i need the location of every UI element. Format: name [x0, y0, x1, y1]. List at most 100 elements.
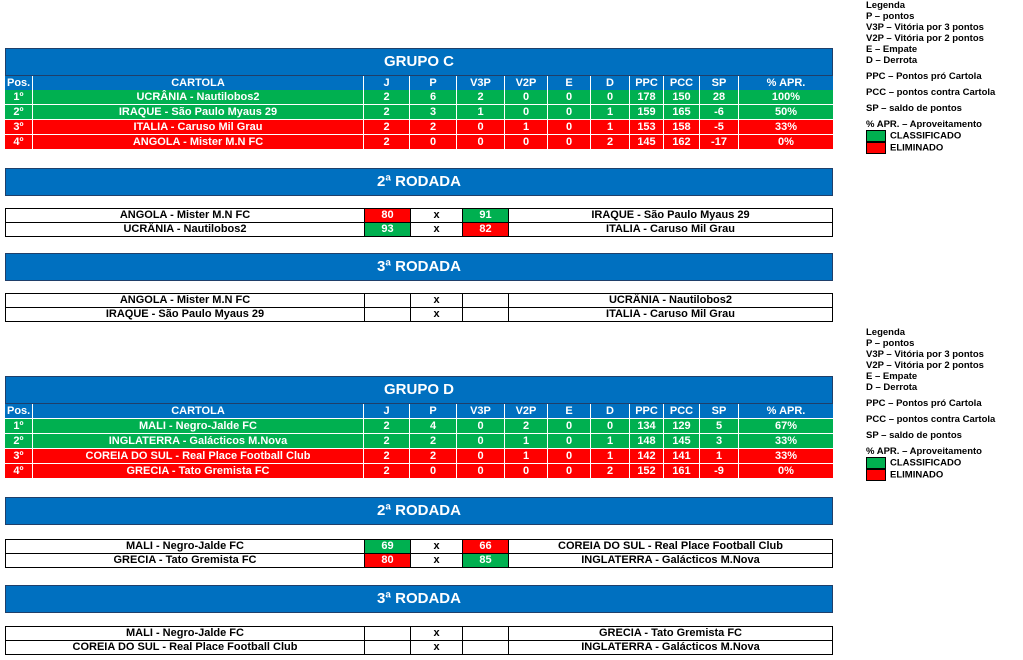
stat-cell: 0 — [410, 135, 457, 149]
stat-cell: 0 — [591, 90, 630, 104]
away-score: 66 — [463, 540, 509, 553]
stat-cell: 6 — [410, 90, 457, 104]
group-d-header-row: Pos. CARTOLA J P V3P V2P E D PPC PCC SP … — [5, 404, 833, 418]
header-pcc: PCC — [664, 404, 700, 418]
stat-cell: 1 — [505, 120, 548, 134]
stat-cell: 141 — [664, 449, 700, 463]
versus-label: x — [411, 554, 463, 567]
stat-cell: 0 — [548, 135, 591, 149]
home-score: 80 — [365, 209, 411, 222]
home-score: 93 — [365, 223, 411, 236]
away-team: ITALIA - Caruso Mil Grau — [606, 308, 735, 320]
stat-cell: 1 — [505, 434, 548, 448]
stat-cell: 1 — [591, 105, 630, 119]
home-score[interactable] — [365, 294, 411, 307]
pos-cell: 3º — [5, 120, 33, 134]
home-team: UCRÂNIA - Nautilobos2 — [6, 223, 365, 236]
header-ppc: PPC — [630, 404, 664, 418]
away-score[interactable] — [463, 627, 509, 640]
versus-label: x — [411, 627, 463, 640]
legend-line: P – pontos — [866, 338, 915, 349]
legend-line: V2P – Vitória por 2 pontos — [866, 33, 984, 44]
legend-panel: Legenda P – pontos V3P – Vitória por 3 p… — [866, 0, 995, 154]
stat-cell: 0 — [410, 464, 457, 478]
away-score[interactable] — [463, 308, 509, 321]
stat-cell: 1 — [591, 434, 630, 448]
stat-cell: 0% — [778, 465, 794, 477]
home-score: 80 — [365, 554, 411, 567]
standings-row: 4º GRECIA - Tato Gremista FC 2 0 0 0 0 2… — [5, 464, 833, 478]
legend-line: % APR. – Aproveitamento — [866, 119, 982, 130]
stat-cell: 0 — [457, 434, 505, 448]
stat-cell: 67% — [774, 420, 798, 432]
stat-cell: 2 — [410, 449, 457, 463]
red-swatch — [866, 142, 886, 154]
header-sp: SP — [700, 404, 739, 418]
away-score[interactable] — [463, 641, 509, 654]
stat-cell: 161 — [664, 464, 700, 478]
stat-cell: 142 — [630, 449, 664, 463]
home-team: ANGOLA - Mister M.N FC — [6, 209, 365, 222]
stat-cell: 2 — [364, 449, 410, 463]
away-team: COREIA DO SUL - Real Place Football Club — [558, 540, 783, 552]
stat-cell: 165 — [664, 105, 700, 119]
legend-line: V2P – Vitória por 2 pontos — [866, 360, 984, 371]
team-cell: ITALIA - Caruso Mil Grau — [33, 120, 364, 134]
stat-cell: 159 — [630, 105, 664, 119]
home-score[interactable] — [365, 641, 411, 654]
legend-line: D – Derrota — [866, 55, 918, 66]
header-apr: % APR. — [766, 77, 806, 89]
away-score[interactable] — [463, 294, 509, 307]
stat-cell: 3 — [410, 105, 457, 119]
stat-cell: 2 — [505, 419, 548, 433]
legend-eliminated: ELIMINADO — [866, 142, 995, 154]
legend-line: SP – saldo de pontos — [866, 103, 962, 114]
legend-line: P – pontos — [866, 11, 915, 22]
legend-line: V3P – Vitória por 3 pontos — [866, 349, 984, 360]
standings-row: 3º ITALIA - Caruso Mil Grau 2 2 0 1 0 1 … — [5, 120, 833, 134]
stat-cell: 4 — [410, 419, 457, 433]
group-c-round3-matches: ANGOLA - Mister M.N FC x UCRÂNIA - Nauti… — [5, 293, 833, 322]
stat-cell: 2 — [410, 120, 457, 134]
pos-cell: 1º — [5, 419, 33, 433]
header-cartola: CARTOLA — [33, 404, 364, 418]
home-score[interactable] — [365, 627, 411, 640]
stat-cell: 2 — [364, 120, 410, 134]
stat-cell: 162 — [664, 135, 700, 149]
stat-cell: 2 — [364, 135, 410, 149]
stat-cell: 152 — [630, 464, 664, 478]
header-v2p: V2P — [505, 76, 548, 90]
legend-line: V3P – Vitória por 3 pontos — [866, 22, 984, 33]
stat-cell: 0 — [457, 464, 505, 478]
header-v3p: V3P — [457, 404, 505, 418]
stat-cell: -6 — [700, 105, 739, 119]
classified-label: CLASSIFICADO — [890, 457, 962, 469]
standings-row: 2º IRAQUE - São Paulo Myaus 29 2 3 1 0 0… — [5, 105, 833, 119]
team-cell: GRECIA - Tato Gremista FC — [33, 464, 364, 478]
eliminated-label: ELIMINADO — [890, 142, 944, 154]
home-score[interactable] — [365, 308, 411, 321]
versus-label: x — [411, 294, 463, 307]
legend-title: Legenda — [866, 0, 906, 11]
team-cell: INGLATERRA - Galácticos M.Nova — [33, 434, 364, 448]
header-cartola: CARTOLA — [33, 76, 364, 90]
group-d-title: GRUPO D — [5, 376, 833, 404]
pos-cell: 3º — [5, 449, 33, 463]
group-d-round2-title: 2ª RODADA — [5, 497, 833, 525]
standings-row: 4º ANGOLA - Mister M.N FC 2 0 0 0 0 2 14… — [5, 135, 833, 149]
stat-cell: 153 — [630, 120, 664, 134]
versus-label: x — [411, 209, 463, 222]
away-team: UCRÂNIA - Nautilobos2 — [608, 294, 733, 306]
header-d: D — [591, 404, 630, 418]
legend-classified: CLASSIFICADO — [866, 457, 995, 469]
header-e: E — [548, 404, 591, 418]
away-score: 85 — [463, 554, 509, 567]
home-team: MALI - Negro-Jalde FC — [6, 627, 365, 640]
stat-cell: 0 — [548, 419, 591, 433]
header-ppc: PPC — [630, 76, 664, 90]
standings-row: 2º INGLATERRA - Galácticos M.Nova 2 2 0 … — [5, 434, 833, 448]
stat-cell: 33% — [774, 450, 798, 462]
stat-cell: 0 — [457, 120, 505, 134]
home-team: COREIA DO SUL - Real Place Football Club — [6, 641, 365, 654]
match-row: UCRÂNIA - Nautilobos2 93 x 82 ITALIA - C… — [6, 223, 832, 236]
